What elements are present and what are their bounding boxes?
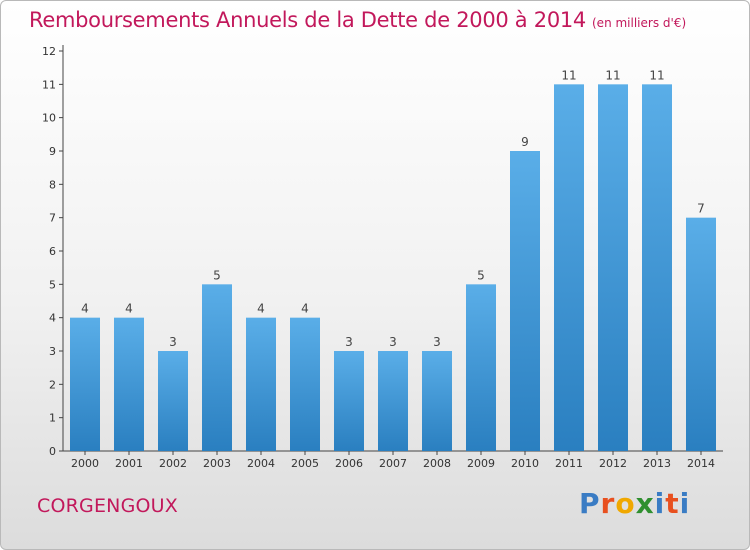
bar-value-label: 4	[125, 302, 133, 316]
x-tick-label: 2009	[467, 457, 495, 470]
y-tick-label: 9	[49, 145, 56, 158]
bar-value-label: 4	[81, 302, 89, 316]
x-tick-label: 2001	[115, 457, 143, 470]
chart-title: Remboursements Annuels de la Dette de 20…	[29, 8, 686, 32]
bar-value-label: 3	[169, 335, 177, 349]
logo-letter: i	[679, 487, 691, 520]
bar	[510, 151, 540, 451]
bar-value-label: 11	[649, 68, 664, 82]
bar	[246, 317, 276, 451]
y-tick-label: 6	[49, 245, 56, 258]
y-tick-label: 8	[49, 178, 56, 191]
x-tick-label: 2002	[159, 457, 187, 470]
y-tick-label: 3	[49, 345, 56, 358]
bar-value-label: 3	[389, 335, 397, 349]
y-tick-label: 1	[49, 412, 56, 425]
x-tick-label: 2008	[423, 457, 451, 470]
bar-value-label: 5	[477, 268, 485, 282]
bar	[686, 217, 716, 451]
y-tick-label: 2	[49, 378, 56, 391]
bar	[202, 284, 232, 451]
y-tick-label: 7	[49, 212, 56, 225]
bar	[378, 351, 408, 451]
proxiti-logo: Proxiti	[579, 487, 690, 520]
logo-letter: i	[654, 487, 666, 520]
y-tick-label: 11	[42, 78, 56, 91]
logo-letter: x	[635, 487, 655, 520]
x-tick-label: 2014	[687, 457, 715, 470]
commune-name: CORGENGOUX	[37, 495, 178, 517]
x-tick-label: 2012	[599, 457, 627, 470]
bar-value-label: 9	[521, 135, 529, 149]
logo-letter: o	[615, 487, 636, 520]
bar	[70, 317, 100, 451]
x-tick-label: 2005	[291, 457, 319, 470]
bar-value-label: 3	[433, 335, 441, 349]
logo-letter: t	[665, 487, 680, 520]
bar-value-label: 11	[561, 68, 576, 82]
logo-letter: r	[600, 487, 616, 520]
bar-value-label: 11	[605, 68, 620, 82]
x-tick-label: 2006	[335, 457, 363, 470]
x-tick-label: 2010	[511, 457, 539, 470]
bar-value-label: 4	[257, 302, 265, 316]
bar	[422, 351, 452, 451]
bar	[466, 284, 496, 451]
y-tick-label: 10	[42, 112, 56, 125]
x-tick-label: 2013	[643, 457, 671, 470]
bar	[334, 351, 364, 451]
y-tick-label: 5	[49, 278, 56, 291]
logo-letter: P	[579, 487, 601, 520]
y-tick-label: 12	[42, 45, 56, 58]
bar-value-label: 4	[301, 302, 309, 316]
bar	[290, 317, 320, 451]
x-tick-label: 2000	[71, 457, 99, 470]
x-tick-label: 2003	[203, 457, 231, 470]
x-tick-label: 2011	[555, 457, 583, 470]
x-tick-label: 2004	[247, 457, 275, 470]
y-tick-label: 4	[49, 312, 56, 325]
x-tick-label: 2007	[379, 457, 407, 470]
bar	[554, 84, 584, 451]
bar-value-label: 5	[213, 268, 221, 282]
bar	[642, 84, 672, 451]
bar	[114, 317, 144, 451]
chart-title-unit: (en milliers d'€)	[592, 16, 687, 30]
bar	[598, 84, 628, 451]
y-tick-label: 0	[49, 445, 56, 458]
bar	[158, 351, 188, 451]
bar-value-label: 3	[345, 335, 353, 349]
bar-value-label: 7	[697, 202, 705, 216]
chart-title-text: Remboursements Annuels de la Dette de 20…	[29, 8, 586, 32]
